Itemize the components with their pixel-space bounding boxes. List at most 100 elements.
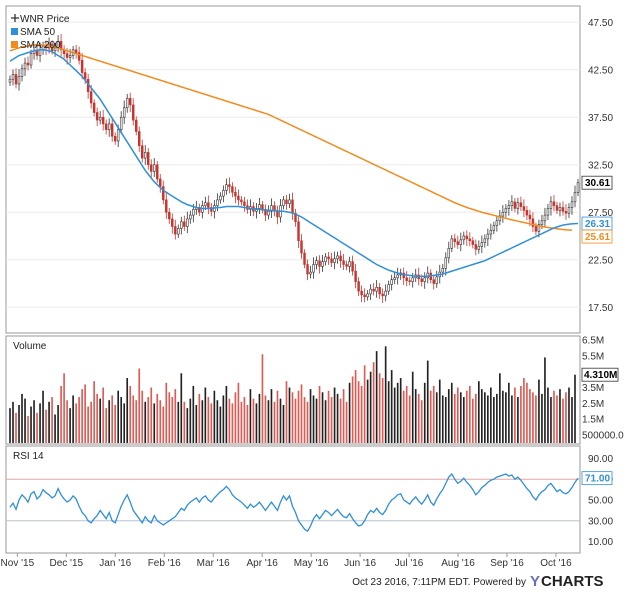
volume-bar xyxy=(535,395,537,443)
price-candle xyxy=(456,235,460,249)
price-candle xyxy=(372,283,375,296)
volume-bar xyxy=(48,401,50,443)
price-candle xyxy=(387,280,390,295)
volume-bar xyxy=(465,390,468,443)
x-tick-label: Jul '16 xyxy=(395,558,424,569)
volume-bar xyxy=(147,397,150,443)
price-candle xyxy=(495,215,499,232)
volume-bar xyxy=(105,408,107,443)
price-candle xyxy=(369,284,372,301)
volume-bar xyxy=(520,385,522,443)
price-last-value-badge: 30.61 xyxy=(581,175,613,190)
volume-bar xyxy=(342,389,345,443)
price-candle xyxy=(104,119,108,135)
price-candle xyxy=(483,234,487,248)
price-candle xyxy=(558,202,562,217)
price-y-tick-label: 37.50 xyxy=(588,113,613,124)
price-candle xyxy=(510,195,514,212)
volume-bar xyxy=(511,395,513,443)
price-candle xyxy=(309,266,312,279)
price-candle xyxy=(53,42,57,57)
price-candle xyxy=(288,193,291,209)
volume-bar xyxy=(234,392,237,443)
volume-bar xyxy=(81,389,83,443)
volume-bar xyxy=(312,395,315,443)
price-candle xyxy=(180,216,183,235)
volume-bar xyxy=(240,401,243,443)
volume-bar xyxy=(550,397,552,443)
volume-bar xyxy=(318,385,321,443)
rsi-y-tick-label: 30.00 xyxy=(588,516,613,527)
volume-bar xyxy=(288,387,291,443)
price-candle xyxy=(552,195,556,212)
price-candle xyxy=(134,116,138,136)
rsi-panel-title: RSI 14 xyxy=(13,451,44,462)
x-tick-label: Apr '16 xyxy=(246,558,278,569)
volume-panel-title: Volume xyxy=(13,341,47,352)
price-candle xyxy=(321,255,324,272)
price-candle xyxy=(444,252,447,276)
price-candle xyxy=(306,259,309,281)
volume-bar xyxy=(165,382,168,443)
legend-swatch-sma50 xyxy=(11,28,18,35)
price-candle xyxy=(333,251,336,270)
sma200-last-value-badge: 25.61 xyxy=(581,229,613,244)
price-candle xyxy=(14,68,18,89)
price-candle xyxy=(324,253,327,266)
volume-bar xyxy=(309,389,312,443)
price-candle xyxy=(285,194,288,210)
price-candle xyxy=(282,196,285,210)
price-candle xyxy=(330,252,333,267)
volume-bar xyxy=(568,387,570,443)
price-candle xyxy=(125,93,129,113)
volume-bar xyxy=(417,393,420,443)
volume-bar xyxy=(144,401,147,443)
price-candle xyxy=(153,158,156,177)
volume-bar xyxy=(477,381,480,443)
price-candle xyxy=(20,64,24,82)
volume-y-tick-label: 3.5M xyxy=(582,383,604,394)
legend-item-sma50: SMA 50 xyxy=(11,27,55,38)
rsi-panel-frame xyxy=(5,445,581,554)
x-tick-label: Aug '16 xyxy=(441,558,475,569)
legend-cross-icon xyxy=(11,14,19,22)
price-candle xyxy=(339,250,342,268)
price-candle xyxy=(459,232,463,252)
volume-bar xyxy=(508,382,510,443)
legend-item-price: WNR Price xyxy=(11,14,70,25)
price-candle xyxy=(186,211,189,234)
volume-bar xyxy=(219,406,222,443)
volume-bar xyxy=(177,401,180,443)
volume-bar xyxy=(541,393,543,443)
price-candle xyxy=(77,46,81,65)
volume-bar xyxy=(69,408,71,443)
volume-bar xyxy=(120,397,123,443)
volume-bar xyxy=(339,398,342,443)
price-candle xyxy=(381,288,384,304)
price-candle xyxy=(8,75,12,86)
volume-y-tick-label: 2.5M xyxy=(582,399,604,410)
volume-bar xyxy=(30,406,32,443)
price-y-tick-label: 32.50 xyxy=(588,160,613,171)
price-candle xyxy=(543,207,547,228)
volume-bar xyxy=(207,397,210,443)
volume-bar xyxy=(291,392,294,443)
volume-bar xyxy=(547,387,549,443)
price-candle xyxy=(318,255,321,274)
volume-bar xyxy=(441,395,444,443)
volume-bar xyxy=(438,379,441,443)
volume-bar xyxy=(360,385,363,443)
price-candle xyxy=(480,235,484,254)
volume-bar xyxy=(366,379,369,443)
price-candle xyxy=(354,263,357,289)
price-candle xyxy=(11,69,15,86)
volume-bar xyxy=(99,398,101,443)
volume-bar xyxy=(264,395,267,443)
volume-bar xyxy=(129,385,132,443)
price-candle xyxy=(489,223,493,240)
price-candle xyxy=(357,277,360,297)
price-candle xyxy=(177,224,180,238)
price-candle xyxy=(402,267,405,286)
price-candle xyxy=(29,49,33,69)
price-candle xyxy=(447,241,451,264)
